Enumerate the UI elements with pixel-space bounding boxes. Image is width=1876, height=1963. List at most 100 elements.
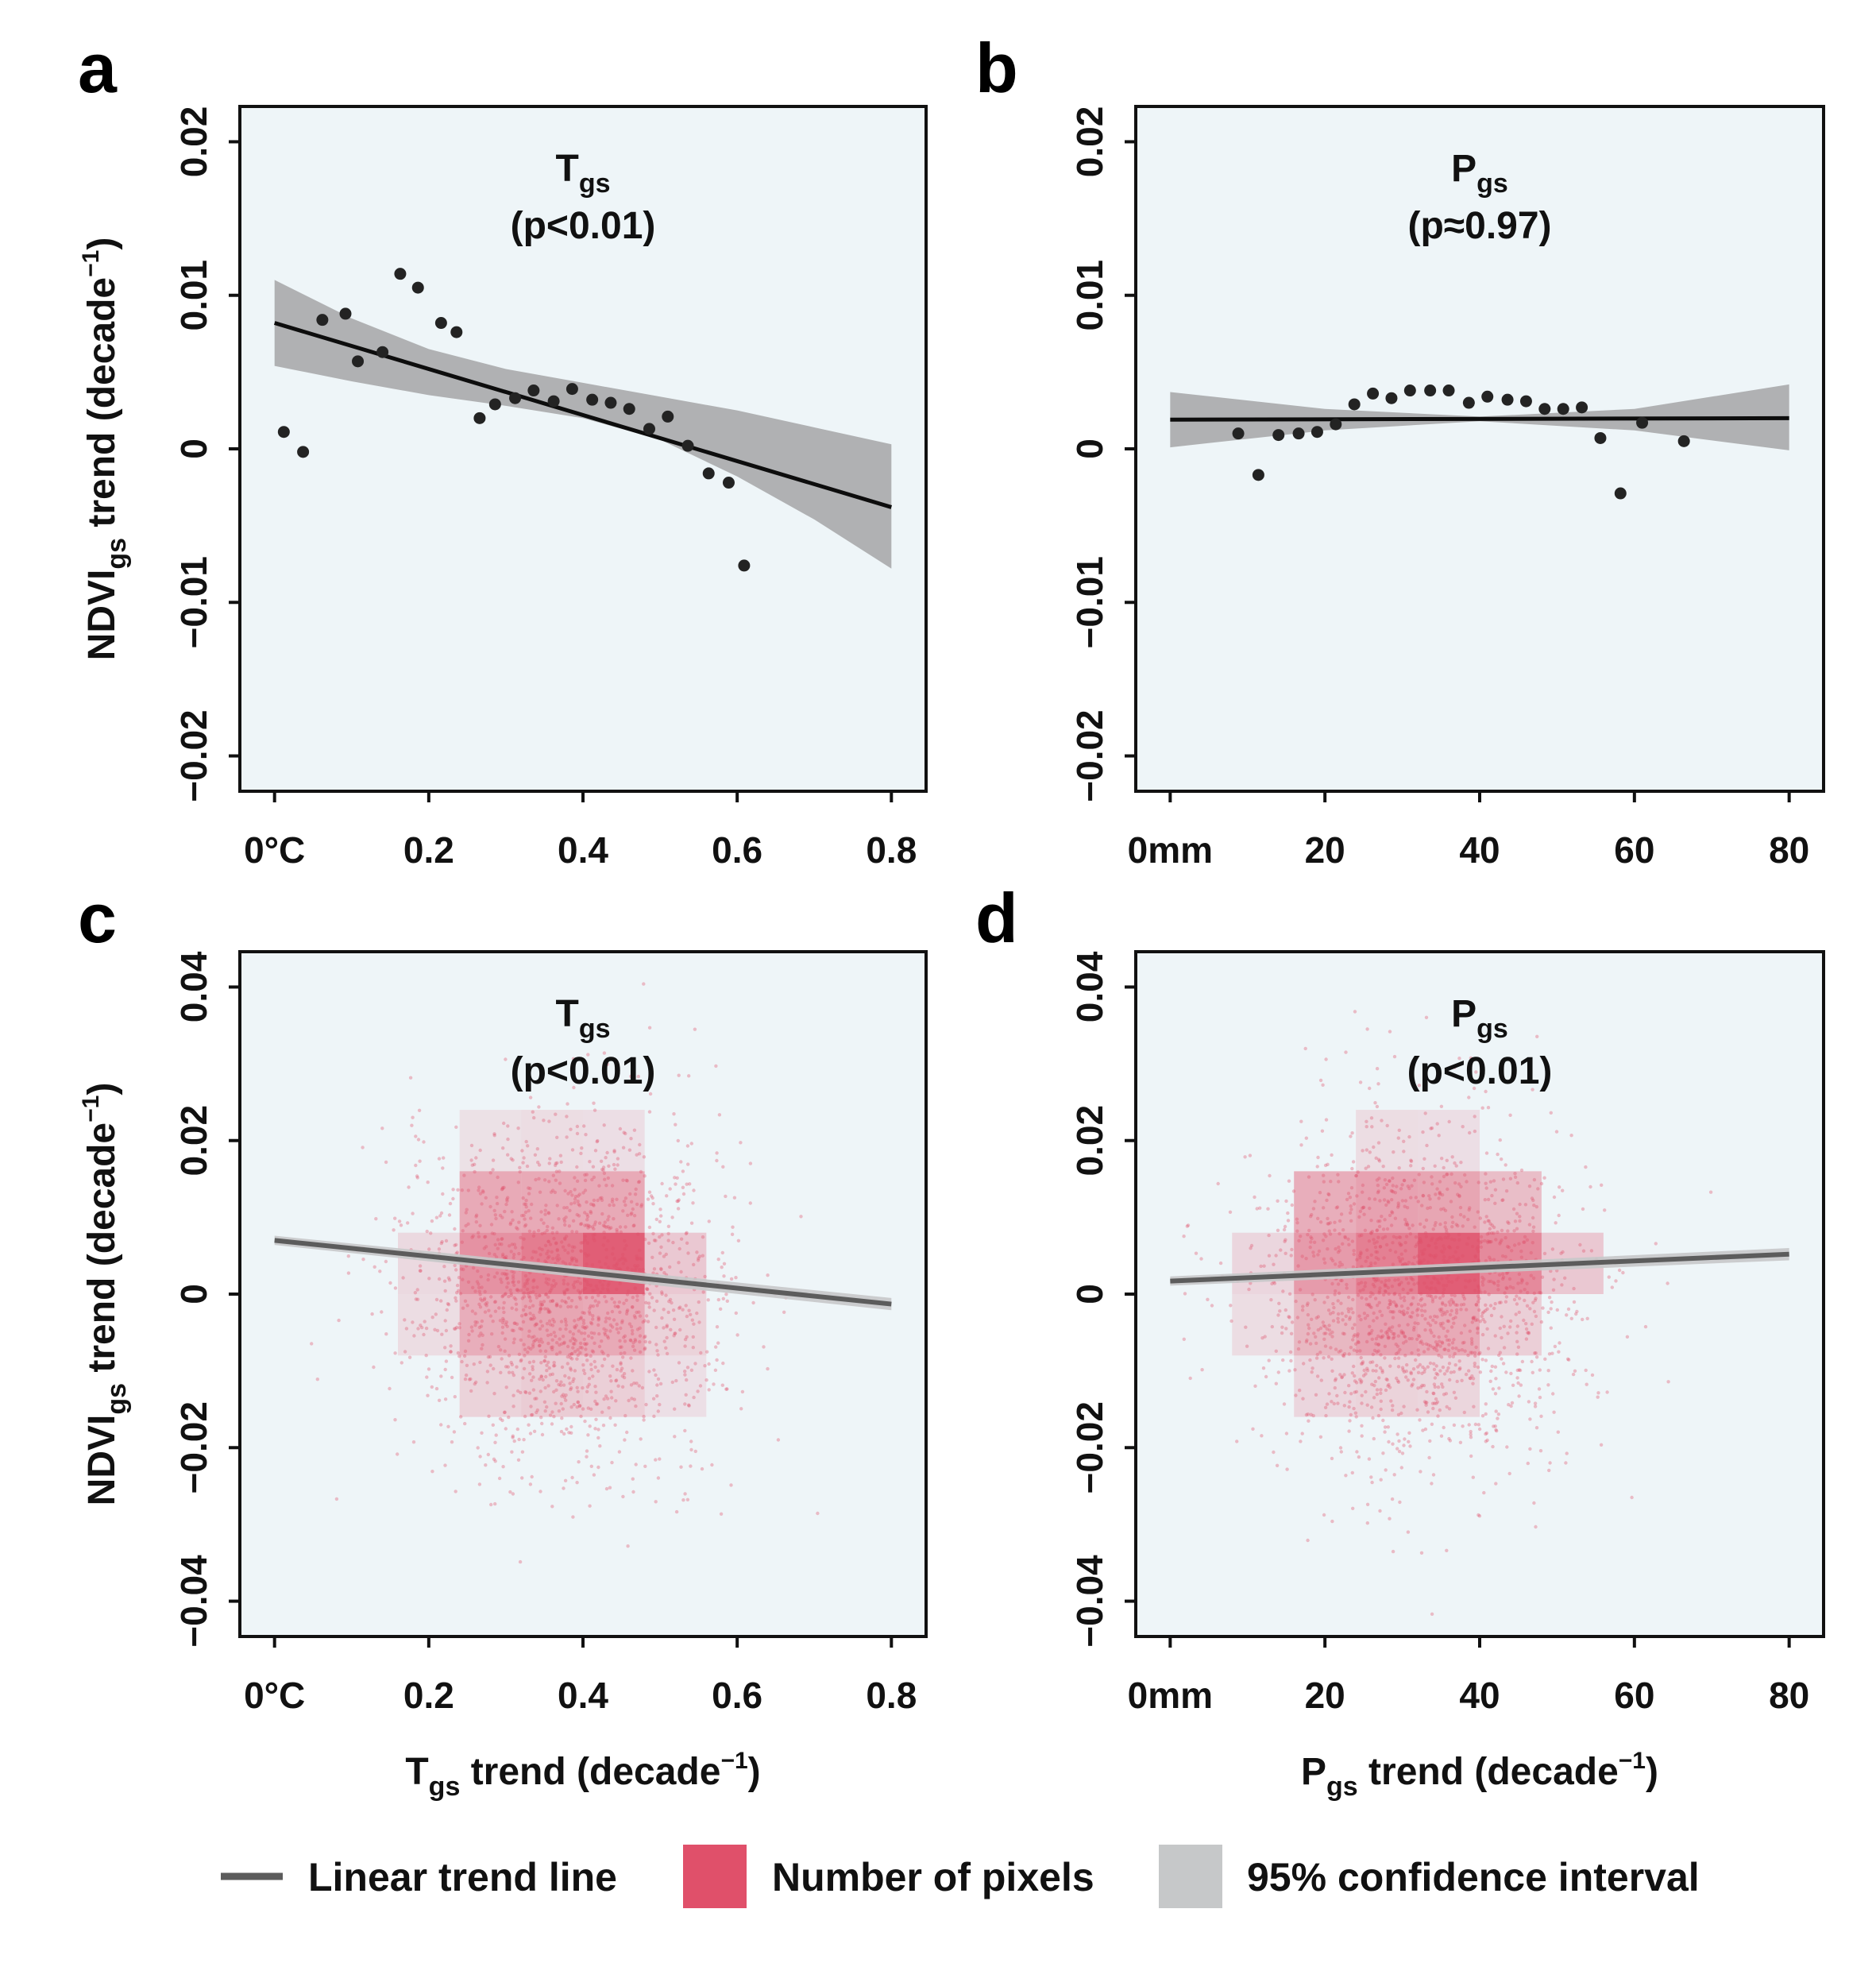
pixel-point xyxy=(1522,1318,1526,1323)
pixel-point xyxy=(1421,1194,1426,1198)
pixel-point xyxy=(1245,1344,1249,1348)
pixel-point xyxy=(1424,1342,1429,1347)
pixel-point xyxy=(1549,1111,1554,1115)
pixel-point xyxy=(585,1449,589,1453)
pixel-point xyxy=(1479,1245,1484,1250)
pixel-point xyxy=(1423,1231,1428,1235)
pixel-point xyxy=(1272,1450,1276,1455)
pixel-point xyxy=(556,1254,560,1258)
pixel-point xyxy=(507,1354,511,1358)
pixel-point xyxy=(1511,1207,1516,1211)
pixel-point xyxy=(1454,1311,1459,1315)
pixel-point xyxy=(1535,1034,1539,1039)
pixel-point xyxy=(1483,1220,1487,1224)
pixel-point xyxy=(1415,1408,1419,1412)
pixel-point xyxy=(572,1337,577,1342)
pixel-point xyxy=(688,1182,692,1186)
pixel-point xyxy=(1322,1232,1326,1236)
pixel-point xyxy=(454,1296,457,1300)
pixel-point xyxy=(685,1497,690,1502)
pixel-point xyxy=(1504,1163,1507,1167)
pixel-point xyxy=(546,1308,551,1312)
pixel-point xyxy=(1479,1235,1484,1239)
pixel-point xyxy=(589,1331,593,1335)
data-point xyxy=(1677,435,1690,447)
pixel-point xyxy=(1418,1258,1422,1263)
pixel-point xyxy=(493,1242,497,1247)
pixel-point xyxy=(1298,1389,1302,1393)
pixel-point xyxy=(1532,1309,1537,1314)
pixel-point xyxy=(527,1186,531,1190)
pixel-point xyxy=(1517,1368,1522,1372)
pixel-point xyxy=(635,1310,639,1315)
pixel-point xyxy=(1327,1229,1331,1233)
pixel-point xyxy=(1280,1325,1284,1329)
pixel-point xyxy=(1472,1086,1476,1091)
pixel-point xyxy=(606,1265,611,1269)
pixel-point xyxy=(496,1246,500,1250)
pixel-point xyxy=(542,1358,547,1363)
pixel-point xyxy=(1520,1359,1525,1364)
pixel-point xyxy=(681,1169,685,1173)
pixel-point xyxy=(1438,1369,1442,1373)
pixel-point xyxy=(603,1331,607,1335)
pixel-point xyxy=(1484,1303,1488,1308)
pixel-point xyxy=(1391,1262,1395,1266)
pixel-point xyxy=(539,1218,543,1222)
pixel-point xyxy=(511,1280,515,1285)
pixel-point xyxy=(522,1255,526,1260)
pixel-point xyxy=(1381,1451,1385,1455)
pixel-point xyxy=(698,1384,703,1388)
pixel-point xyxy=(1363,1228,1368,1233)
pixel-point xyxy=(1494,1409,1498,1413)
pixel-point xyxy=(527,1329,531,1333)
pixel-point xyxy=(1417,1353,1421,1357)
pixel-point xyxy=(585,1200,589,1204)
pixel-point xyxy=(478,1455,482,1459)
pixel-point xyxy=(1424,1235,1428,1239)
pixel-point xyxy=(505,1272,509,1277)
pixel-point xyxy=(1311,1413,1315,1418)
pixel-point xyxy=(590,1225,595,1229)
p-value-annotation: (p<0.01) xyxy=(1407,1050,1553,1092)
pixel-point xyxy=(1365,1248,1369,1252)
pixel-point xyxy=(608,1416,612,1420)
pixel-point xyxy=(550,1347,554,1352)
p-value-annotation: (p≈0.97) xyxy=(1407,205,1551,247)
data-point xyxy=(277,426,290,439)
pixel-point xyxy=(1466,1280,1471,1284)
pixel-point xyxy=(1290,1320,1295,1324)
pixel-point xyxy=(1361,1362,1365,1366)
pixel-point xyxy=(478,1192,483,1196)
pixel-point xyxy=(1270,1281,1274,1286)
pixel-point xyxy=(511,1370,515,1375)
pixel-point xyxy=(1469,1056,1473,1061)
variable-annotation: Tgs xyxy=(555,148,610,199)
pixel-point xyxy=(477,1282,481,1286)
pixel-point xyxy=(574,1230,579,1234)
pixel-point xyxy=(596,1317,601,1321)
pixel-point xyxy=(1502,1346,1507,1350)
density-bin xyxy=(1232,1294,1295,1356)
pixel-point xyxy=(599,1266,603,1269)
pixel-point xyxy=(719,1307,723,1312)
pixel-point xyxy=(511,1340,515,1345)
data-point xyxy=(1348,398,1361,411)
pixel-point xyxy=(1408,1288,1413,1293)
pixel-point xyxy=(596,1287,600,1291)
pixel-point xyxy=(489,1502,493,1507)
legend-pixels-swatch xyxy=(683,1845,747,1908)
pixel-point xyxy=(1392,1335,1396,1339)
pixel-point xyxy=(509,1291,513,1296)
pixel-point xyxy=(533,1339,538,1343)
pixel-point xyxy=(562,1281,566,1286)
pixel-point xyxy=(537,1339,542,1343)
pixel-point xyxy=(512,1337,516,1341)
pixel-point xyxy=(473,1381,477,1386)
pixel-point xyxy=(473,1312,477,1316)
pixel-point xyxy=(697,1320,701,1324)
pixel-point xyxy=(1244,1325,1248,1329)
pixel-point xyxy=(1397,1235,1402,1239)
pixel-point xyxy=(1453,1161,1457,1165)
